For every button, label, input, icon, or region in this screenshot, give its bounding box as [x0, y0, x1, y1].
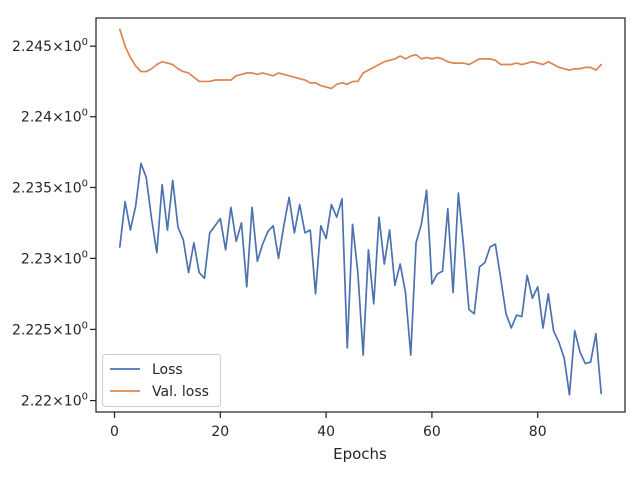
- legend: Loss Val. loss: [102, 354, 221, 407]
- x-tick-label: 0: [110, 424, 119, 440]
- x-axis-label: Epochs: [333, 445, 387, 463]
- y-tick-label: 2.235×100: [12, 178, 88, 196]
- plot-area: [96, 18, 625, 412]
- x-tick-label: 60: [423, 424, 441, 440]
- series-line-loss: [118, 162, 603, 396]
- y-axis: 2.22×100 2.225×100 2.23×100 2.235×100 2.24×1…: [12, 37, 96, 410]
- plot-frame: [95, 17, 626, 413]
- legend-label-val-loss: Val. loss: [152, 384, 209, 400]
- y-tick-label: 2.24×100: [21, 108, 88, 126]
- x-axis: 0 20 40 60 80: [110, 412, 547, 440]
- x-tick-label: 40: [317, 424, 335, 440]
- legend-label-loss: Loss: [152, 362, 183, 378]
- x-tick-label: 20: [211, 424, 229, 440]
- legend-box: [102, 354, 221, 407]
- y-tick-label: 2.245×100: [12, 37, 88, 55]
- x-tick-label: 80: [529, 424, 547, 440]
- y-tick-label: 2.22×100: [21, 392, 88, 410]
- y-tick-label: 2.23×100: [21, 249, 88, 267]
- series-layer: [118, 28, 603, 396]
- series-line-val-loss: [118, 28, 603, 90]
- y-tick-label: 2.225×100: [12, 320, 88, 338]
